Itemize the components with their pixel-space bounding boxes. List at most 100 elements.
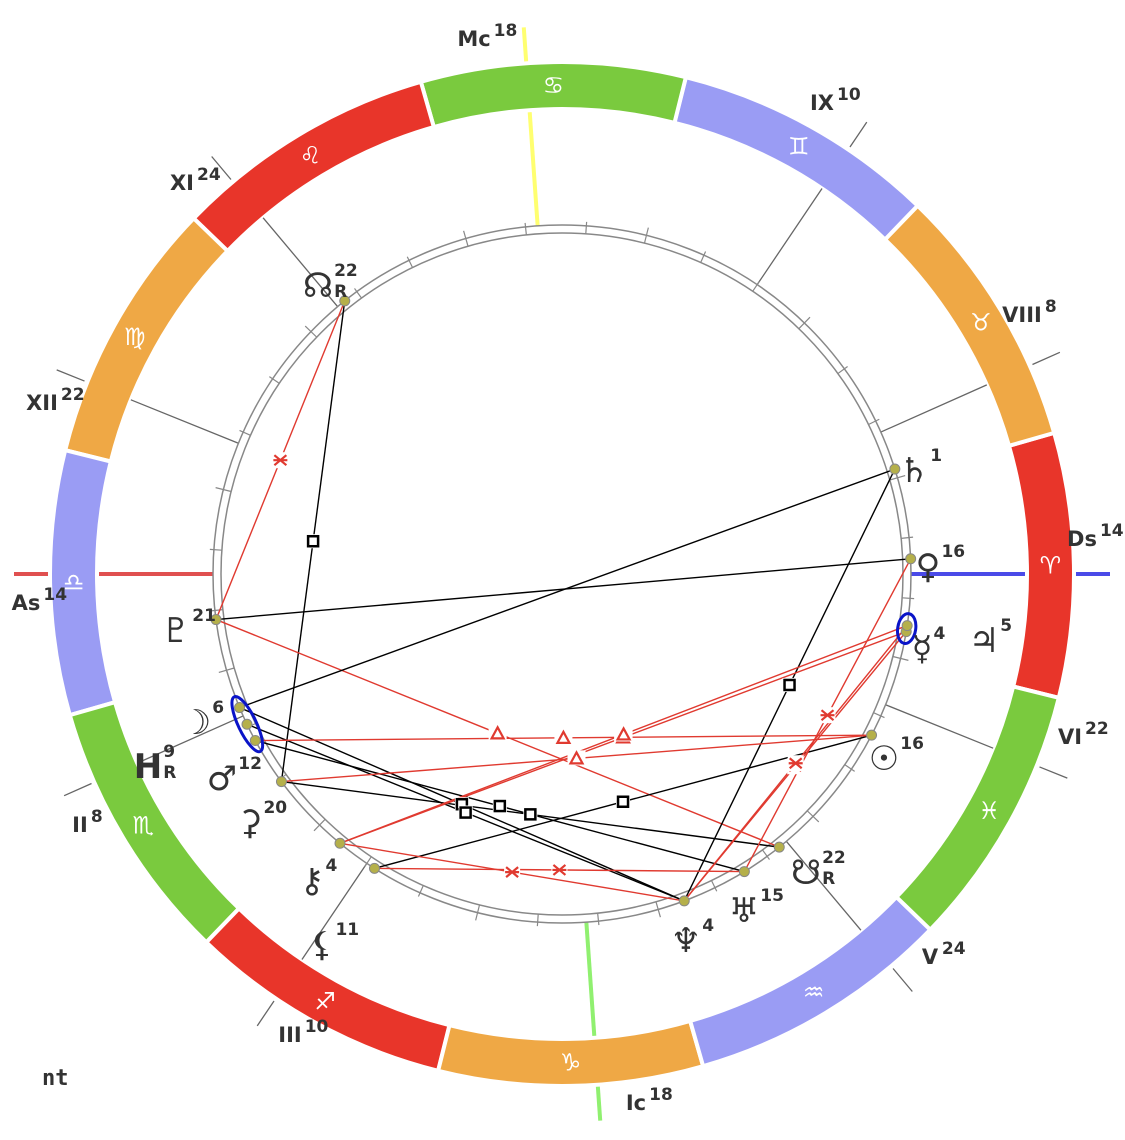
mercury-glyph-icon: ☿︎	[912, 629, 933, 669]
sextile-aspect-icon	[552, 864, 567, 876]
sign-glyph-aquarius: ♒︎	[803, 979, 825, 1007]
sun-glyph-icon: ☉︎	[869, 739, 899, 779]
h-point-retrograde: R	[163, 763, 176, 783]
degree-tick	[892, 655, 909, 661]
sextile-aspect-icon	[788, 757, 803, 770]
degree-tick	[269, 376, 280, 384]
trine-aspect-icon	[489, 725, 506, 740]
venus-position-dot	[905, 553, 917, 565]
house-degree: 14	[43, 585, 67, 605]
degree-tick	[417, 885, 424, 897]
degree-tick	[354, 288, 363, 299]
sextile-aspect-icon	[505, 866, 520, 878]
house-cusp-tick	[211, 156, 232, 180]
trine-aspect-icon	[555, 729, 572, 744]
degree-tick	[752, 281, 760, 292]
trine-aspect-icon	[568, 750, 585, 765]
south-node-retrograde: R	[822, 869, 835, 889]
inner-degree-ring	[209, 221, 915, 927]
sign-glyph-taurus: ♉︎	[970, 308, 992, 336]
inner-circle-outer	[212, 224, 912, 924]
house-degree: 8	[91, 807, 103, 827]
sign-glyph-virgo: ♍︎	[124, 323, 146, 351]
house-label: V	[922, 945, 939, 969]
degree-tick	[873, 712, 885, 719]
ceres-position-dot	[275, 776, 287, 788]
degree-tick	[215, 487, 232, 493]
h-point-degree: 9	[163, 742, 175, 762]
house-label: XII	[26, 391, 58, 415]
sign-glyph-libra: ♎︎	[63, 569, 85, 597]
north-node-retrograde: R	[334, 282, 347, 302]
degree-tick	[585, 221, 588, 234]
planets: ☊︎ 22R♇︎ 21☽︎ 6H︎ 9R ♂︎ 12⚳︎ 20⚷︎ 4⚸︎ 11 ♆︎ 4 ♅︎ 15☋︎…	[134, 261, 1012, 965]
house-degree: 10	[305, 1017, 329, 1037]
sextile-aspect-icon	[820, 709, 835, 722]
degree-tick	[406, 256, 414, 268]
degree-tick	[837, 366, 848, 375]
house-degree: 8	[1045, 297, 1057, 317]
mercury-degree: 4	[933, 624, 945, 644]
degree-tick	[798, 316, 811, 330]
house-degree: 18	[649, 1085, 673, 1105]
sign-glyph-sagittarius: ♐︎	[314, 987, 336, 1015]
house-label: XI	[170, 171, 194, 195]
house-cusp-tick	[63, 782, 92, 797]
degree-tick	[209, 548, 222, 551]
zodiac-ring: ♈︎ ♉︎ ♊︎ ♋︎ ♌︎ ♍︎ ♎︎ ♏︎ ♐︎ ♑︎ ♒︎ ♓︎	[48, 60, 1077, 1089]
aspect-lines	[215, 300, 918, 902]
house-cusp-tick	[1039, 766, 1068, 779]
house-cusp-line	[301, 862, 368, 960]
south-node-degree: 22	[822, 848, 846, 868]
h-point-glyph-icon: H︎	[134, 747, 162, 787]
degree-tick	[463, 230, 469, 247]
pluto-glyph-icon: ♇︎	[161, 611, 191, 651]
degree-tick	[643, 227, 649, 244]
saturn-glyph-icon: ♄︎	[899, 451, 929, 491]
degree-tick	[597, 913, 600, 926]
lilith-position-dot	[368, 862, 380, 874]
south-node-glyph-icon: ☋︎	[791, 853, 821, 893]
house-degree: 10	[837, 85, 861, 105]
sign-segment-virgo	[62, 215, 231, 464]
sextile-aspect-icon	[273, 454, 288, 467]
mars-position-dot	[249, 735, 261, 747]
house-degree: 24	[942, 939, 966, 959]
house-label: Ds	[1067, 527, 1097, 551]
degree-tick	[239, 429, 251, 436]
saturn-degree: 1	[930, 446, 942, 466]
aspect-line-opposition	[239, 468, 896, 709]
conjunction-ellipse	[230, 695, 265, 754]
north-node-glyph-icon: ☊︎	[303, 266, 333, 306]
pluto-degree: 21	[192, 606, 216, 626]
inner-circle-inner	[220, 232, 904, 916]
north-node-position-dot	[339, 295, 351, 307]
house-label: Mc	[457, 27, 490, 51]
conjunction-ellipse	[895, 612, 918, 646]
square-aspect-icon	[616, 795, 630, 808]
house-cusp-tick	[1032, 351, 1061, 366]
degree-tick	[700, 251, 707, 263]
house-cusp-line	[880, 384, 988, 433]
house-cusp-tick	[56, 369, 85, 382]
degree-tick	[761, 849, 770, 860]
degree-tick	[710, 880, 718, 892]
degree-tick	[536, 914, 539, 927]
uranus-position-dot	[738, 866, 750, 878]
house-label: VI	[1058, 725, 1082, 749]
house-cusp-line	[130, 399, 239, 444]
degree-tick	[210, 609, 223, 612]
house-degree: 14	[1100, 521, 1124, 541]
house-label: As	[12, 591, 41, 615]
degree-tick	[364, 856, 372, 867]
house-label: VIII	[1002, 303, 1042, 327]
ic-axis-line	[584, 922, 603, 1121]
sun-position-dot	[866, 729, 878, 741]
sign-glyph-leo: ♌︎	[300, 141, 322, 169]
house-cusp-line	[885, 704, 994, 749]
sun-degree: 16	[900, 734, 924, 754]
mars-glyph-icon: ♂︎	[207, 759, 237, 799]
moon-glyph-icon: ☽︎	[181, 703, 211, 743]
neptune-glyph-icon: ♆︎	[671, 921, 701, 961]
degree-tick	[902, 597, 915, 600]
